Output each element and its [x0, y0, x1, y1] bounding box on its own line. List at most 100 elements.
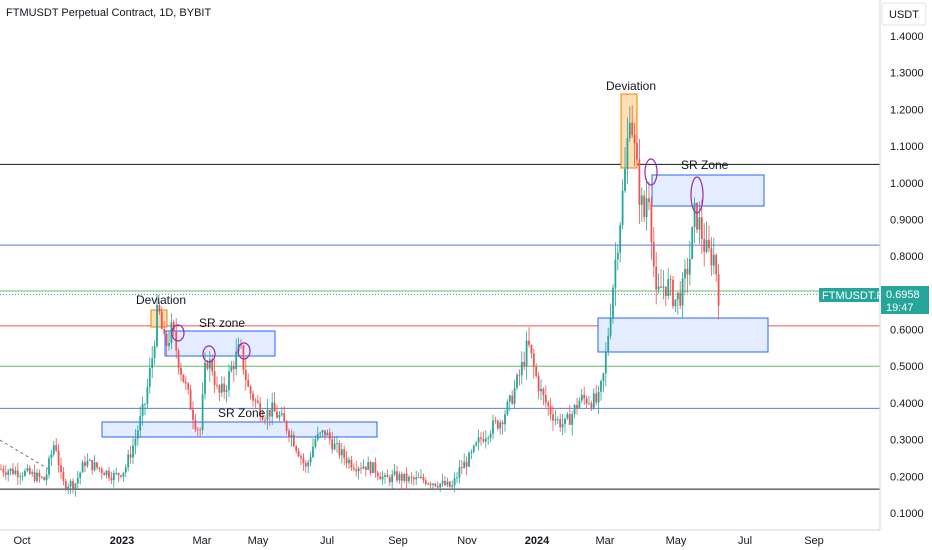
candle-body[interactable] — [376, 472, 379, 477]
candle-body[interactable] — [31, 472, 34, 474]
candle-body[interactable] — [559, 419, 562, 428]
candle-body[interactable] — [86, 460, 89, 466]
candle-body[interactable] — [148, 368, 151, 387]
candle-body[interactable] — [612, 287, 614, 318]
candle-body[interactable] — [62, 472, 65, 481]
candle-body[interactable] — [496, 420, 499, 429]
candle-body[interactable] — [14, 470, 17, 474]
candle-body[interactable] — [554, 419, 557, 421]
candle-body[interactable] — [345, 458, 348, 464]
candle-body[interactable] — [360, 468, 362, 470]
candle-body[interactable] — [621, 190, 624, 225]
marker-circle-1[interactable] — [171, 324, 185, 342]
candle-body[interactable] — [640, 195, 643, 205]
candle-body[interactable] — [417, 477, 420, 479]
candle-body[interactable] — [220, 383, 223, 393]
currency-label[interactable]: USDT — [889, 9, 919, 21]
candle-body[interactable] — [139, 416, 142, 431]
candle-body[interactable] — [280, 413, 283, 416]
candle-body[interactable] — [441, 480, 444, 484]
candle-body[interactable] — [684, 268, 686, 279]
candle-body[interactable] — [187, 383, 190, 390]
candle-body[interactable] — [19, 476, 22, 478]
candle-body[interactable] — [182, 374, 185, 382]
candle-body[interactable] — [535, 367, 538, 377]
candle-body[interactable] — [249, 386, 252, 394]
candle-body[interactable] — [201, 394, 204, 430]
candle-body[interactable] — [189, 389, 192, 410]
candle-body[interactable] — [470, 451, 473, 454]
candle-body[interactable] — [460, 467, 463, 469]
candle-body[interactable] — [672, 279, 674, 307]
candle-body[interactable] — [76, 477, 79, 484]
candle-body[interactable] — [475, 442, 478, 446]
currency-button-frame[interactable] — [881, 2, 927, 26]
candle-body[interactable] — [292, 434, 295, 447]
candle-body[interactable] — [396, 471, 398, 481]
candle-body[interactable] — [2, 469, 5, 473]
candle-body[interactable] — [283, 413, 286, 422]
candle-body[interactable] — [132, 445, 134, 458]
candle-body[interactable] — [626, 138, 629, 169]
candle-body[interactable] — [206, 362, 209, 369]
candle-body[interactable] — [600, 380, 602, 392]
candle-body[interactable] — [180, 367, 182, 375]
candle-body[interactable] — [326, 432, 329, 436]
candle-body[interactable] — [196, 429, 199, 431]
candle-body[interactable] — [708, 239, 710, 249]
candle-body[interactable] — [446, 481, 449, 486]
candle-body[interactable] — [609, 317, 612, 336]
candle-body[interactable] — [232, 366, 235, 370]
candle-body[interactable] — [21, 475, 24, 477]
candle-body[interactable] — [307, 462, 310, 467]
candle-body[interactable] — [336, 443, 338, 444]
candle-body[interactable] — [235, 351, 238, 370]
sr-zone-box-low[interactable] — [101, 421, 378, 438]
candle-body[interactable] — [696, 202, 698, 230]
candle-body[interactable] — [468, 453, 470, 467]
candle-body[interactable] — [297, 450, 300, 457]
candle-body[interactable] — [660, 286, 662, 288]
candle-body[interactable] — [115, 472, 118, 474]
candle-body[interactable] — [165, 333, 168, 346]
candle-body[interactable] — [288, 431, 290, 438]
candle-body[interactable] — [648, 198, 650, 203]
candle-body[interactable] — [655, 266, 658, 290]
candle-body[interactable] — [556, 419, 559, 420]
candle-body[interactable] — [300, 456, 302, 458]
candle-body[interactable] — [355, 469, 358, 472]
candle-body[interactable] — [595, 393, 598, 403]
candle-body[interactable] — [650, 202, 653, 243]
candle-body[interactable] — [564, 418, 566, 425]
candle-body[interactable] — [664, 286, 667, 297]
candle-body[interactable] — [271, 402, 274, 417]
candle-body[interactable] — [110, 477, 113, 481]
candle-body[interactable] — [122, 472, 125, 477]
candle-body[interactable] — [348, 459, 350, 464]
candle-body[interactable] — [669, 279, 672, 281]
candle-body[interactable] — [628, 122, 631, 139]
candle-body[interactable] — [688, 259, 691, 275]
candle-body[interactable] — [261, 416, 264, 420]
candle-body[interactable] — [184, 381, 187, 384]
candle-body[interactable] — [700, 217, 703, 239]
candle-body[interactable] — [177, 350, 180, 368]
candle-body[interactable] — [16, 470, 19, 477]
candle-body[interactable] — [79, 472, 82, 478]
candle-body[interactable] — [400, 474, 403, 481]
candle-body[interactable] — [547, 402, 550, 406]
candle-body[interactable] — [398, 474, 401, 481]
marker-circle-5[interactable] — [690, 176, 704, 214]
candle-body[interactable] — [561, 424, 564, 428]
candle-body[interactable] — [0, 468, 2, 470]
candle-body[interactable] — [285, 421, 288, 432]
candle-body[interactable] — [432, 483, 434, 485]
candle-body[interactable] — [698, 217, 701, 230]
candle-body[interactable] — [312, 446, 314, 458]
candle-body[interactable] — [422, 476, 425, 481]
candle-body[interactable] — [98, 467, 101, 469]
candle-body[interactable] — [636, 143, 638, 160]
candle-body[interactable] — [676, 292, 679, 300]
candle-body[interactable] — [216, 385, 218, 386]
